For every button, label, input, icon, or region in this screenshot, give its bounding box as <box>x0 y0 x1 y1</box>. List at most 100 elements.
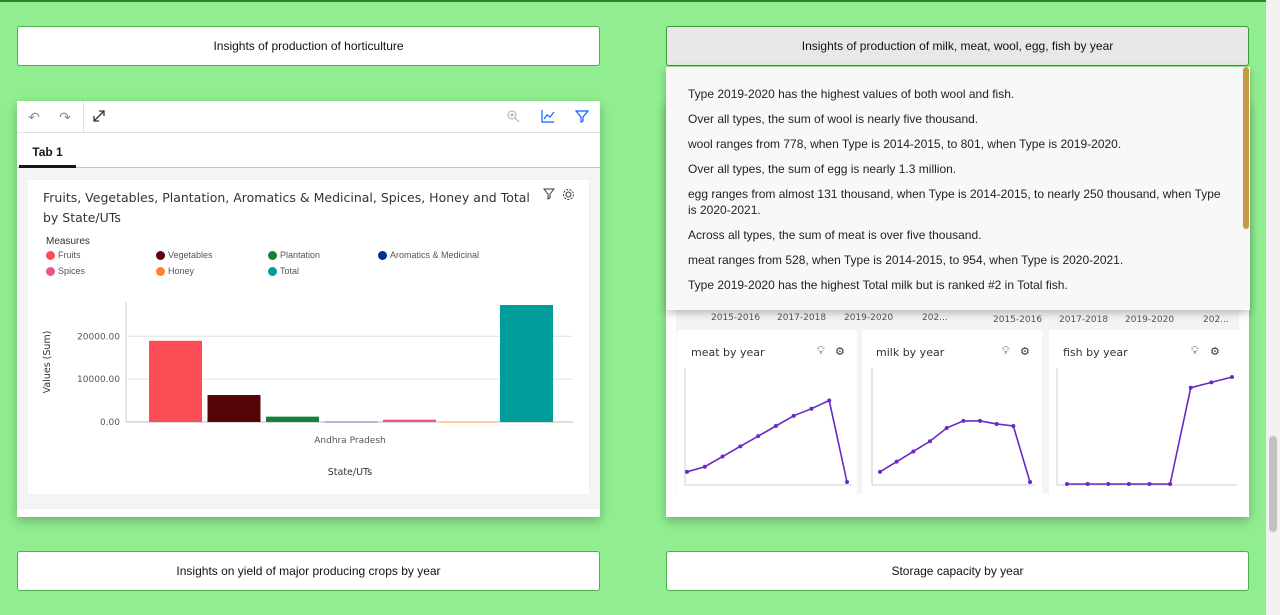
legend-item[interactable]: Spices <box>46 266 85 276</box>
data-point <box>1230 375 1234 379</box>
data-point <box>1028 480 1032 484</box>
data-point <box>928 439 932 444</box>
insight-item: Type 2019-2020 has the highest Total mil… <box>688 278 1068 292</box>
series-line <box>1067 376 1233 485</box>
legend-label: Fruits <box>58 250 81 260</box>
legend-label: Total <box>280 266 300 276</box>
y-tick-label: 20000.00 <box>77 332 120 342</box>
legend-label: Plantation <box>280 250 321 260</box>
data-point <box>809 406 814 411</box>
data-point <box>961 418 966 423</box>
x-tick-label: 2019-2020 <box>1125 315 1175 325</box>
milk-chart-title: milk by year <box>876 346 945 359</box>
data-point <box>944 426 949 431</box>
x-tick-label: 2015-2016 <box>993 315 1043 325</box>
data-point <box>978 418 982 423</box>
crops-yield-section-button[interactable]: Insights on yield of major producing cro… <box>17 551 600 591</box>
zoom-icon[interactable] <box>505 109 521 125</box>
data-point <box>1065 482 1069 486</box>
bar-plantation <box>266 416 319 422</box>
legend-swatch <box>268 250 277 260</box>
lightbulb-icon[interactable]: 💡︎ <box>817 345 825 357</box>
line-chart-icon[interactable] <box>540 109 556 125</box>
x-tick-label: 2017-2018 <box>1059 315 1109 325</box>
milk-chart-card: milk by year 💡︎ ⚙ <box>862 330 1042 494</box>
meat-line-chart <box>684 368 852 486</box>
insight-icon[interactable] <box>542 188 556 203</box>
page-scrollbar[interactable] <box>1266 0 1280 615</box>
legend-label: Spices <box>58 266 86 276</box>
x-category-label: Andhra Pradesh <box>314 436 385 446</box>
filter-icon[interactable] <box>574 109 590 125</box>
data-point <box>827 398 832 403</box>
data-point <box>994 421 999 426</box>
settings-icon[interactable]: ⚙ <box>1020 346 1030 358</box>
fish-chart-title: fish by year <box>1063 346 1128 359</box>
legend-item[interactable]: Vegetables <box>156 250 213 260</box>
data-point <box>1106 482 1111 486</box>
data-point <box>1085 482 1090 486</box>
bar-chart: 0.00 10000.00 20000.00 Andhra Pradesh State/… <box>42 302 573 478</box>
data-point <box>685 469 689 474</box>
insight-item: egg ranges from almost 131 thousand, whe… <box>688 187 1221 217</box>
page-scrollbar-thumb[interactable] <box>1269 436 1277 532</box>
lightbulb-icon[interactable]: 💡︎ <box>1191 345 1199 357</box>
bar-chart-card: Fruits, Vegetables, Plantation, Aromatic… <box>27 179 590 495</box>
insight-item: Type 2019-2020 has the highest values of… <box>688 87 1015 101</box>
horticulture-panel: ↶ ↷ Tab 1 Fruits, Vegetables, Plantation… <box>17 101 600 517</box>
data-point <box>1168 482 1173 486</box>
data-point <box>1147 482 1152 486</box>
milk-line-chart <box>871 368 1035 486</box>
livestock-section-button[interactable]: Insights of production of milk, meat, wo… <box>666 26 1249 66</box>
legend-swatch <box>156 266 165 276</box>
chart-title: Fruits, Vegetables, Plantation, Aromatic… <box>43 190 530 225</box>
insights-scrollbar[interactable] <box>1243 67 1249 229</box>
legend-item[interactable]: Fruits <box>46 250 81 260</box>
data-point <box>845 480 849 484</box>
tab-bar: Tab 1 <box>17 137 600 168</box>
settings-icon[interactable]: ⚙ <box>1210 346 1220 358</box>
toolbar-divider <box>83 101 84 133</box>
settings-icon[interactable]: ⚙ <box>835 346 845 358</box>
x-tick-label: 2017-2018 <box>777 313 827 323</box>
y-tick-label: 10000.00 <box>77 375 120 385</box>
legend-item[interactable]: Aromatics & Medicinal <box>378 250 479 260</box>
horticulture-section-button[interactable]: Insights of production of horticulture <box>17 26 600 66</box>
expand-icon[interactable] <box>91 109 107 125</box>
legend-item[interactable]: Total <box>268 266 299 276</box>
series-line <box>879 420 1031 483</box>
insight-item: Across all types, the sum of meat is ove… <box>688 228 982 242</box>
legend-swatch <box>156 250 165 260</box>
legend-item[interactable]: Plantation <box>268 250 320 260</box>
insights-popover: Type 2019-2020 has the highest values of… <box>666 67 1250 310</box>
legend-label: Honey <box>168 266 195 276</box>
redo-icon[interactable]: ↷ <box>59 109 71 125</box>
insight-item: wool ranges from 778, when Type is 2014-… <box>688 137 1122 151</box>
meat-chart-title: meat by year <box>691 346 765 359</box>
data-point <box>1188 385 1193 390</box>
bar-honey <box>441 421 495 423</box>
undo-icon[interactable]: ↶ <box>28 109 40 125</box>
y-tick-label: 0.00 <box>100 418 120 428</box>
settings-icon[interactable] <box>562 188 575 204</box>
data-point <box>894 459 899 464</box>
fish-chart-card: fish by year 💡︎ ⚙ <box>1049 330 1239 494</box>
legend-swatch <box>268 266 277 276</box>
data-point <box>720 454 725 459</box>
meat-chart-card: meat by year 💡︎ ⚙ <box>677 330 857 494</box>
lightbulb-icon[interactable]: 💡︎ <box>1002 345 1010 357</box>
data-point <box>791 413 796 418</box>
data-point <box>911 449 916 454</box>
tab-1[interactable]: Tab 1 <box>19 137 76 168</box>
bar-spices <box>383 419 436 422</box>
legend-swatch <box>378 250 387 260</box>
insight-item: Over all types, the sum of wool is nearl… <box>688 112 979 126</box>
data-point <box>1011 424 1016 428</box>
bar-total <box>500 305 553 422</box>
legend-item[interactable]: Honey <box>156 266 194 276</box>
data-point <box>702 464 707 469</box>
insight-item: Over all types, the sum of egg is nearly… <box>688 162 957 176</box>
legend-label: Vegetables <box>168 250 213 260</box>
data-point <box>1209 380 1214 385</box>
storage-section-button[interactable]: Storage capacity by year <box>666 551 1249 591</box>
